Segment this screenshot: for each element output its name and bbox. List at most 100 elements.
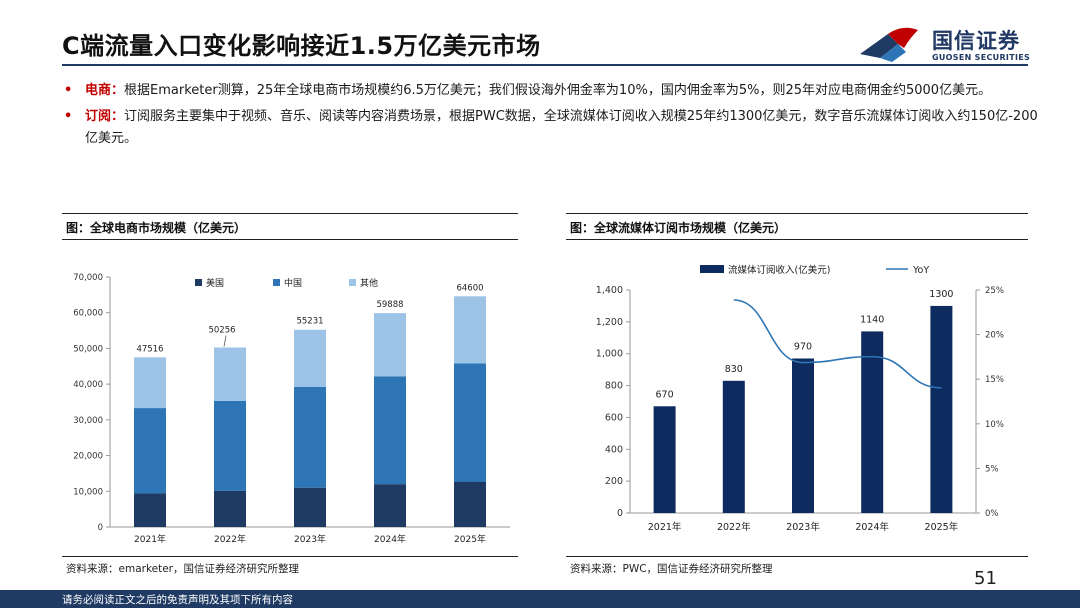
bar-segment	[454, 482, 486, 527]
x-tick-label: 2024年	[855, 521, 889, 533]
bar-segment	[134, 408, 166, 494]
total-label: 55231	[296, 317, 323, 327]
bar-segment	[294, 387, 326, 488]
right-chart-source: 资料来源：PWC，国信证券经济研究所整理	[570, 563, 773, 575]
x-tick-label: 2021年	[134, 533, 166, 545]
bar-segment	[134, 493, 166, 527]
bar-value-label: 1300	[929, 289, 953, 300]
bullet-label: 电商：	[85, 83, 125, 98]
y-tick-label: 1,000	[596, 349, 623, 360]
streaming-bar-line-chart: 0 200 400 600 800 1,000 1,200 1,400 0% 5% 10% 15% 20…	[596, 264, 1004, 533]
bullet-subscription: • 订阅：订阅服务主要集中于视频、音乐、阅读等内容消费场景，根据PWC数据，全球…	[64, 106, 1044, 150]
bar	[930, 305, 953, 513]
bar	[653, 406, 676, 513]
bar-segment	[294, 487, 326, 527]
label-leader-line	[223, 335, 227, 347]
bar-segment	[134, 357, 166, 409]
x-tick-label: 2023年	[294, 533, 326, 545]
y-tick-label: 10,000	[73, 487, 103, 497]
bullet-text: 根据Emarketer测算，25年全球电商市场规模约6.5万亿美元；我们假设海外…	[124, 83, 992, 98]
page-number: 51	[974, 568, 997, 589]
total-label: 47516	[136, 344, 163, 354]
x-tick-label: 2022年	[214, 533, 246, 545]
left-panel-bottom-rule	[62, 556, 518, 557]
y-tick-label: 400	[605, 444, 623, 455]
x-tick-label: 2021年	[648, 521, 682, 533]
total-label: 50256	[208, 326, 235, 336]
y2-tick-label: 5%	[985, 464, 999, 474]
bar-segment	[294, 329, 326, 387]
bar-value-label: 670	[656, 389, 674, 400]
total-label: 64600	[456, 283, 483, 293]
right-panel-top-rule	[566, 213, 1028, 214]
y-tick-label: 1,400	[596, 285, 623, 296]
x-tick-label: 2023年	[786, 521, 820, 533]
y-tick-label: 0	[98, 523, 103, 533]
y-tick-label: 600	[605, 412, 623, 423]
yoy-line	[733, 299, 942, 389]
y-tick-label: 30,000	[73, 416, 103, 426]
bullet-text: 订阅服务主要集中于视频、音乐、阅读等内容消费场景，根据PWC数据，全球流媒体订阅…	[85, 109, 1038, 146]
legend-label: 中国	[284, 277, 302, 289]
left-panel-top-rule	[62, 213, 518, 214]
bar	[861, 331, 884, 513]
legend-swatch	[700, 265, 724, 273]
logo-name-en: GUOSEN SECURITIES	[932, 53, 1031, 62]
left-chart-source: 资料来源：emarketer，国信证券经济研究所整理	[66, 563, 299, 575]
y-tick-label: 0	[617, 508, 623, 519]
total-label: 59888	[376, 300, 403, 310]
right-panel-bottom-rule	[566, 556, 1028, 557]
y2-tick-label: 0%	[985, 509, 999, 519]
bar-segment	[214, 490, 246, 527]
y-tick-label: 1,200	[596, 317, 623, 328]
x-tick-label: 2024年	[374, 533, 406, 545]
bar-segment	[374, 376, 406, 485]
legend-label: 其他	[360, 277, 378, 289]
y-tick-label: 20,000	[73, 452, 103, 462]
logo-name-cn: 国信证券	[932, 29, 1020, 53]
y2-tick-label: 20%	[985, 331, 1004, 341]
y2-tick-label: 10%	[985, 420, 1004, 430]
legend-swatch	[349, 279, 356, 286]
right-chart-title: 图：全球流媒体订阅市场规模（亿美元）	[570, 221, 787, 235]
bar-segment	[214, 400, 246, 491]
footer-disclaimer: 请务必阅读正文之后的免责声明及其项下所有内容	[62, 594, 293, 606]
bar-segment	[214, 347, 246, 401]
legend-label: 美国	[206, 277, 224, 289]
bar-segment	[374, 313, 406, 377]
bar	[722, 380, 745, 513]
footer-bar: 请务必阅读正文之后的免责声明及其项下所有内容	[0, 590, 1080, 608]
y2-tick-label: 25%	[985, 286, 1004, 296]
y-tick-label: 200	[605, 476, 623, 487]
bullet-ecommerce: • 电商：根据Emarketer测算，25年全球电商市场规模约6.5万亿美元；我…	[64, 80, 1044, 102]
bullet-dot: •	[64, 83, 73, 98]
logo-mark-icon	[860, 27, 918, 62]
right-panel-title-rule	[566, 239, 1028, 240]
y-tick-label: 60,000	[73, 309, 103, 319]
legend-label: YoY	[912, 265, 929, 276]
bullet-label: 订阅：	[85, 109, 125, 124]
x-tick-label: 2025年	[454, 533, 486, 545]
legend-swatch	[195, 279, 202, 286]
bar	[792, 358, 814, 513]
x-tick-label: 2022年	[717, 521, 751, 533]
bar-value-label: 1140	[860, 314, 884, 325]
y2-tick-label: 15%	[985, 375, 1004, 385]
y-tick-label: 40,000	[73, 380, 103, 390]
page-title: C端流量入口变化影响接近1.5万亿美元市场	[62, 32, 541, 60]
bar-segment	[454, 363, 486, 482]
title-underline	[62, 64, 1028, 66]
ecommerce-stacked-bar-chart: 0 10,000 20,000 30,000 40,000 50,000 60,000 70,…	[73, 273, 510, 545]
legend-label: 流媒体订阅收入(亿美元)	[728, 264, 830, 276]
legend-swatch	[273, 279, 280, 286]
y-tick-label: 70,000	[73, 273, 103, 283]
bullet-dot: •	[64, 109, 73, 124]
bullet-list: • 电商：根据Emarketer测算，25年全球电商市场规模约6.5万亿美元；我…	[64, 80, 1044, 154]
x-tick-label: 2025年	[925, 521, 959, 533]
bar-segment	[454, 296, 486, 364]
left-panel-title-rule	[62, 239, 518, 240]
bar-value-label: 830	[725, 364, 743, 375]
bar-value-label: 970	[794, 341, 812, 352]
y-tick-label: 50,000	[73, 344, 103, 354]
bar-segment	[374, 484, 406, 527]
